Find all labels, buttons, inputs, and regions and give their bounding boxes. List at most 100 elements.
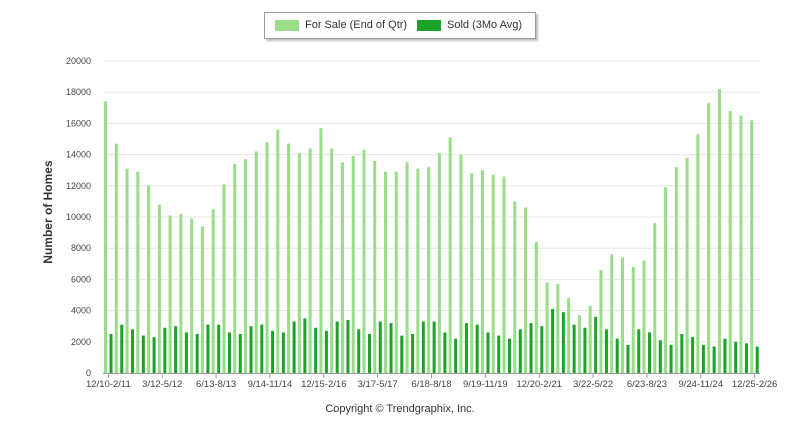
bar-sold [497, 335, 501, 373]
bar-for-sale [190, 218, 194, 373]
x-tick-label: 12/10-2/11 [86, 379, 131, 390]
bar-for-sale [373, 160, 377, 373]
bar-sold [755, 346, 759, 373]
bar-sold [335, 321, 339, 373]
bar-for-sale [674, 167, 678, 373]
x-tick-label: 6/23-8/23 [627, 379, 667, 390]
bar-for-sale [588, 305, 592, 373]
bar-sold [626, 344, 630, 373]
bar-for-sale [384, 171, 388, 373]
bar-sold [572, 324, 576, 373]
bar-for-sale [362, 149, 366, 373]
bar-sold [529, 323, 533, 373]
y-tick-label: 10000 [66, 212, 91, 222]
bar-for-sale [513, 201, 517, 373]
x-tick-label: 9/14-11/14 [248, 379, 293, 390]
bar-sold [432, 321, 436, 373]
bar-sold [314, 327, 318, 373]
bar-for-sale [653, 223, 657, 373]
bar-for-sale [394, 171, 398, 373]
bar-for-sale [717, 89, 721, 373]
bar-for-sale [222, 184, 226, 373]
bar-sold [615, 338, 619, 373]
bar-sold [367, 334, 371, 373]
bar-for-sale [534, 241, 538, 373]
bar-sold [637, 329, 641, 373]
bar-for-sale [577, 315, 581, 373]
bar-for-sale [480, 170, 484, 373]
bar-sold [260, 324, 264, 373]
bar-sold [411, 334, 415, 373]
bar-for-sale [297, 153, 301, 373]
bar-sold [346, 319, 350, 373]
bar-for-sale [448, 137, 452, 373]
bar-sold [292, 321, 296, 373]
bar-sold [680, 334, 684, 373]
bar-sold [357, 329, 361, 373]
y-tick-label: 6000 [71, 274, 91, 284]
bar-for-sale [211, 209, 215, 373]
y-tick-label: 20000 [66, 56, 91, 66]
bar-sold [454, 338, 458, 373]
bar-for-sale [265, 142, 269, 373]
bar-for-sale [502, 176, 506, 373]
bar-sold [486, 332, 490, 373]
bar-sold [152, 337, 156, 373]
bar-for-sale [556, 284, 560, 373]
bar-sold [378, 321, 382, 373]
bar-sold [594, 316, 598, 373]
bar-for-sale [728, 110, 732, 374]
bar-sold [518, 329, 522, 373]
legend-item-for-sale[interactable]: For Sale (End of Qtr) [275, 19, 407, 31]
bar-sold [120, 324, 124, 373]
legend-item-sold[interactable]: Sold (3Mo Avg) [417, 19, 522, 31]
bar-for-sale [233, 163, 237, 373]
bar-for-sale [610, 254, 614, 373]
bar-for-sale [620, 257, 624, 373]
bar-sold [475, 324, 479, 373]
bar-for-sale [104, 101, 107, 373]
bar-sold [734, 341, 738, 373]
bar-sold [195, 334, 199, 373]
x-tick-label: 9/24-11/24 [678, 379, 723, 390]
bar-sold [604, 329, 608, 373]
bar-for-sale [125, 168, 129, 373]
bar-sold [109, 334, 113, 373]
bar-for-sale [157, 204, 161, 373]
bar-sold [324, 330, 328, 373]
x-axis-ticks: 12/10-2/11 3/12-5/12 6/13-8/13 9/14-11/14 12… [86, 373, 777, 390]
bar-for-sale [200, 226, 204, 373]
x-tick-label: 12/25-2/26 [732, 379, 777, 390]
bar-for-sale [642, 260, 646, 373]
bar-for-sale [254, 151, 258, 373]
x-tick-label: 12/20-2/21 [516, 379, 561, 390]
y-tick-label: 16000 [66, 118, 91, 128]
bar-sold [691, 337, 695, 373]
bar-sold [464, 323, 468, 373]
bar-sold [141, 335, 145, 373]
bar-for-sale [340, 162, 344, 373]
bar-for-sale [459, 154, 463, 373]
y-axis-ticks: 0 2000 4000 6000 8000 10000 12000 14000 16000 180… [66, 56, 91, 378]
bar-for-sale [330, 148, 334, 373]
bar-sold [400, 335, 404, 373]
bar-for-sale [351, 156, 355, 373]
bar-sold [281, 332, 285, 373]
y-tick-label: 4000 [71, 306, 91, 316]
y-tick-label: 18000 [66, 87, 91, 97]
bar-sold [217, 324, 221, 373]
x-tick-label: 12/15-2/16 [301, 379, 346, 390]
bar-for-sale [405, 162, 409, 373]
bar-for-sale [308, 148, 312, 373]
bar-for-sale [147, 185, 151, 373]
bar-for-sale [114, 143, 118, 373]
x-tick-label: 6/18-8/18 [411, 379, 451, 390]
y-tick-label: 14000 [66, 150, 91, 160]
bar-sold [443, 332, 447, 373]
y-tick-label: 2000 [71, 337, 91, 347]
bar-for-sale [599, 270, 603, 373]
legend-label-for-sale: For Sale (End of Qtr) [305, 19, 408, 31]
bar-sold [669, 344, 673, 373]
bar-sold [249, 326, 253, 373]
